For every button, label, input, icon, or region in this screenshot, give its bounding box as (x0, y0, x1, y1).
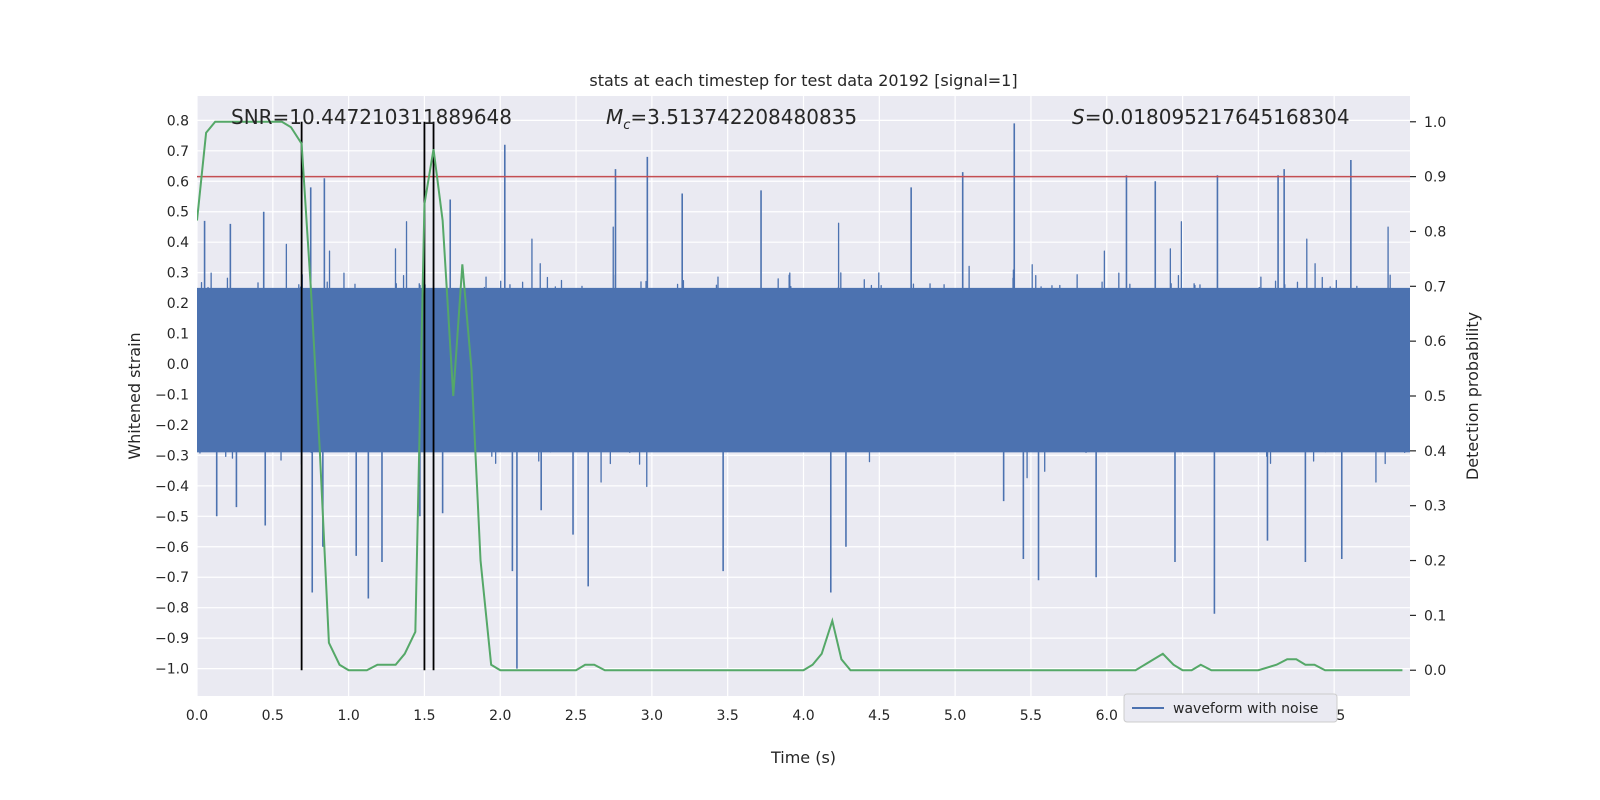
x-tick-label: 0.0 (186, 708, 208, 724)
y2-tick-label: 0.2 (1424, 554, 1446, 570)
y-tick-label: 0.6 (167, 174, 189, 190)
s-symbol: S (1072, 105, 1085, 129)
y-tick-label: −0.6 (155, 540, 189, 556)
x-tick-label: 5.0 (944, 708, 966, 724)
y2-axis-label: Detection probability (1463, 312, 1482, 480)
probability-series (197, 120, 1403, 672)
y2-tick-label: 0.4 (1424, 444, 1446, 460)
x-tick-label: 1.5 (413, 708, 435, 724)
y-tick-label: −0.5 (155, 509, 189, 525)
y-tick-label: 0.5 (167, 205, 189, 221)
legend-label: waveform with noise (1173, 701, 1318, 717)
y2-tick-label: 0.5 (1424, 389, 1446, 405)
x-tick-label: 3.5 (717, 708, 739, 724)
s-value: =0.018095217645168304 (1085, 105, 1350, 129)
y2-tick-label: 0.8 (1424, 224, 1446, 240)
chart-title: stats at each timestep for test data 201… (589, 71, 1017, 90)
y-tick-label: −0.3 (155, 448, 189, 464)
y2-tick-label: 0.9 (1424, 170, 1446, 186)
x-tick-label: 4.5 (868, 708, 890, 724)
y2-tick-label: 0.0 (1424, 663, 1446, 679)
x-tick-label: 4.0 (792, 708, 814, 724)
x-tick-label: 6.0 (1096, 708, 1118, 724)
x-tick-label: 5.5 (1020, 708, 1042, 724)
y-tick-label: −0.9 (155, 631, 189, 647)
y-tick-label: 0.1 (167, 327, 189, 343)
y-tick-label: −0.1 (155, 387, 189, 403)
y2-tick-label: 0.1 (1424, 608, 1446, 624)
mc-subscript: c (623, 118, 630, 133)
x-tick-label: 2.0 (489, 708, 511, 724)
y-tick-label: −0.7 (155, 570, 189, 586)
y2-tick-label: 1.0 (1424, 115, 1446, 131)
y-tick-label: 0.7 (167, 144, 189, 160)
waveform-core-band (197, 287, 1410, 453)
x-axis-label: Time (s) (770, 748, 836, 767)
series-layer (197, 120, 1410, 672)
y2-tick-label: 0.7 (1424, 279, 1446, 295)
y-tick-label: 0.8 (167, 113, 189, 129)
y-tick-label: 0.0 (167, 357, 189, 373)
y-tick-label: −0.4 (155, 479, 189, 495)
snr-annotation: SNR=10.447210311889648 (231, 105, 512, 129)
mc-value: =3.513742208480835 (630, 105, 857, 129)
legend-box (1123, 693, 1338, 723)
y2-tick-label: 0.6 (1424, 334, 1446, 350)
y-tick-label: 0.4 (167, 235, 189, 251)
y-tick-label: −0.2 (155, 418, 189, 434)
y2-tick-label: 0.3 (1424, 499, 1446, 515)
s-annotation: S=0.018095217645168304 (1072, 105, 1350, 129)
chirp-mass-annotation: Mc=3.513742208480835 (606, 105, 857, 133)
mc-symbol: M (606, 105, 623, 129)
x-tick-label: 1.0 (337, 708, 359, 724)
legend: waveform with noise (1123, 693, 1338, 723)
y-tick-label: −0.8 (155, 601, 189, 617)
y-tick-label: −1.0 (155, 662, 189, 678)
y-tick-label: 0.2 (167, 296, 189, 312)
x-tick-label: 2.5 (565, 708, 587, 724)
y-axis-label: Whitened strain (125, 332, 144, 459)
y-tick-label: 0.3 (167, 266, 189, 282)
x-tick-label: 3.0 (641, 708, 663, 724)
x-tick-label: 0.5 (262, 708, 284, 724)
